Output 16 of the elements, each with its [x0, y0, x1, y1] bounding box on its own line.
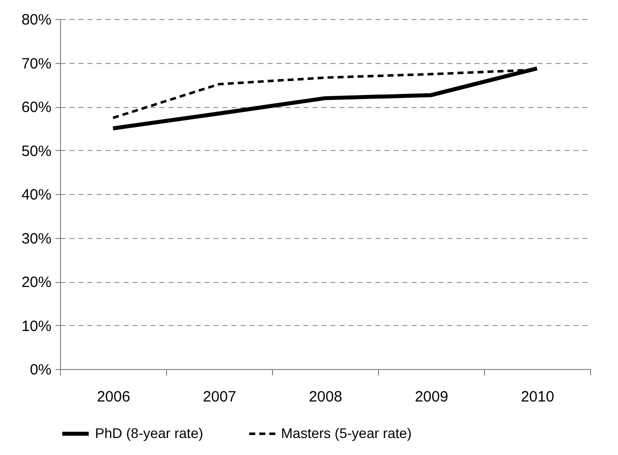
x-tick-label: 2006: [96, 388, 130, 406]
x-tick-label: 2010: [520, 388, 554, 406]
x-tick-label: 2007: [202, 388, 236, 406]
y-tick-label: 30%: [21, 230, 52, 248]
legend-label: PhD (8-year rate): [95, 424, 204, 441]
legend-label: Masters (5-year rate): [281, 424, 412, 441]
x-tick-label: 2009: [414, 388, 448, 406]
y-tick-label: 20%: [21, 274, 52, 291]
y-tick-label: 0%: [30, 362, 52, 378]
y-tick-label: 50%: [21, 142, 52, 160]
y-tick-label: 40%: [21, 186, 52, 204]
y-tick-label: 10%: [21, 318, 52, 335]
y-tick-label: 70%: [21, 55, 52, 72]
x-tick-label: 2008: [308, 388, 342, 406]
y-tick-label: 80%: [21, 12, 52, 28]
y-tick-label: 60%: [21, 99, 52, 116]
